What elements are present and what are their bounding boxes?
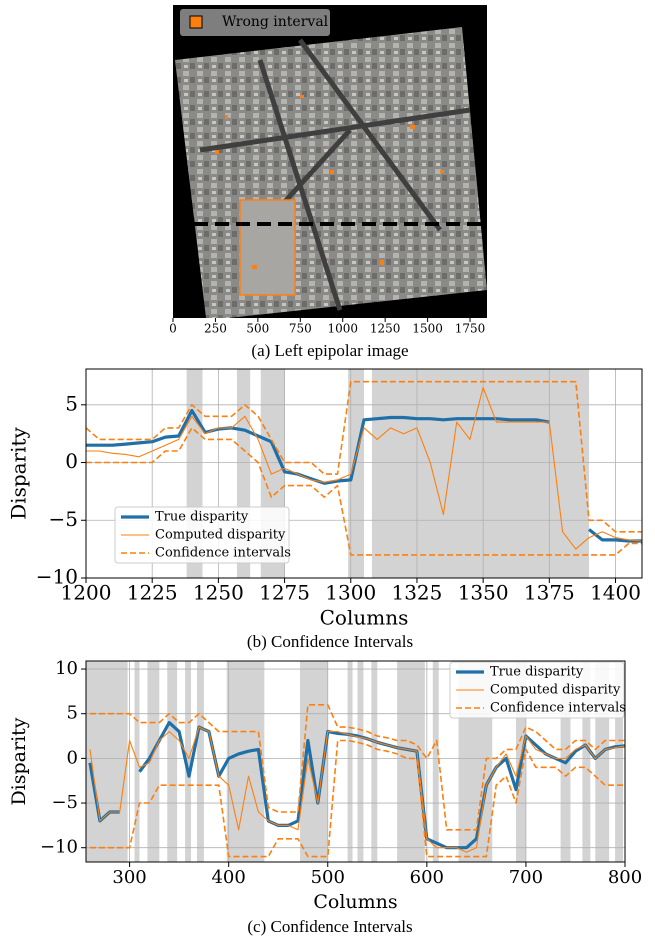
legend-box — [114, 506, 290, 564]
shaded-interval — [226, 661, 265, 862]
x-tick-label: 1375 — [524, 581, 575, 605]
caption: (b) Confidence Intervals — [247, 632, 413, 651]
y-tick-label: −10 — [36, 565, 78, 589]
x-tick-label: 800 — [608, 867, 642, 888]
series-line — [90, 704, 625, 831]
series-line — [86, 380, 642, 533]
legend-label: True disparity — [155, 510, 249, 525]
y-tick-label: −5 — [49, 507, 78, 531]
x-tick-label: 700 — [509, 867, 543, 888]
x-tick-label: 1250 — [370, 322, 401, 336]
y-tick-label: −10 — [40, 837, 78, 858]
y-tick-label: 5 — [65, 391, 78, 415]
plot-area — [86, 369, 642, 578]
x-tick-label: 300 — [112, 867, 146, 888]
y-axis-label: Disparity — [7, 426, 31, 519]
x-tick-label: 1250 — [193, 581, 244, 605]
x-tick-label: 1000 — [327, 322, 358, 336]
shaded-interval — [371, 369, 590, 578]
x-tick-label: 1325 — [391, 581, 442, 605]
shaded-interval — [371, 661, 378, 862]
streets — [199, 38, 471, 311]
legend-label: Wrong interval — [222, 14, 329, 30]
legend-box — [449, 661, 625, 719]
y-axis-label: Disparity — [8, 717, 30, 805]
x-tick-label: 1400 — [590, 581, 641, 605]
caption: (a) Left epipolar image — [251, 341, 408, 360]
shaded-interval — [86, 661, 128, 862]
shaded-interval — [348, 369, 364, 578]
series-line — [86, 427, 642, 556]
x-tick-label: 1350 — [458, 581, 509, 605]
shaded-interval — [615, 661, 624, 862]
x-tick-label: 1225 — [127, 581, 178, 605]
x-tick-label: 600 — [410, 867, 444, 888]
x-tick-label: 400 — [211, 867, 245, 888]
y-tick-label: 0 — [65, 449, 78, 473]
plot-frame — [85, 368, 643, 579]
legend-label: Confidence intervals — [490, 701, 626, 716]
x-axis-label: Columns — [320, 606, 409, 630]
shaded-interval — [432, 661, 439, 862]
shaded-interval — [347, 661, 353, 862]
y-tick-label: 0 — [67, 747, 78, 768]
legend-label: True disparity — [490, 665, 584, 680]
x-tick-label: 1500 — [412, 322, 443, 336]
y-tick-label: 10 — [55, 658, 78, 679]
wrong-interval-marks — [215, 95, 444, 269]
y-tick-label: 5 — [67, 703, 78, 724]
x-tick-label: 750 — [289, 322, 312, 336]
plot-frame — [85, 660, 626, 863]
legend-box — [180, 9, 330, 36]
x-tick-label: 500 — [246, 322, 269, 336]
x-tick-label: 1300 — [325, 581, 376, 605]
shaded-interval — [196, 661, 204, 862]
x-tick-label: 250 — [204, 322, 227, 336]
shaded-interval — [582, 661, 591, 862]
legend-swatch — [189, 15, 203, 29]
square — [239, 199, 296, 296]
legend-label: Computed disparity — [155, 528, 286, 543]
x-tick-label: 1750 — [455, 322, 486, 336]
shaded-interval — [357, 661, 364, 862]
legend-label: Computed disparity — [490, 683, 621, 698]
shaded-interval — [147, 661, 160, 862]
shaded-interval — [185, 661, 192, 862]
caption: (c) Confidence Intervals — [247, 917, 412, 936]
shaded-interval — [397, 661, 425, 862]
shaded-interval — [167, 661, 178, 862]
legend-label: Confidence intervals — [155, 546, 291, 561]
x-tick-label: 1200 — [61, 581, 112, 605]
series-line — [89, 726, 625, 853]
x-tick-label: 1275 — [259, 581, 310, 605]
x-tick-label: 0 — [169, 322, 177, 336]
series-line — [90, 739, 625, 858]
x-axis-label: Columns — [313, 891, 397, 913]
x-tick-label: 500 — [311, 867, 345, 888]
series-line — [86, 386, 642, 550]
y-tick-label: −5 — [51, 792, 78, 813]
